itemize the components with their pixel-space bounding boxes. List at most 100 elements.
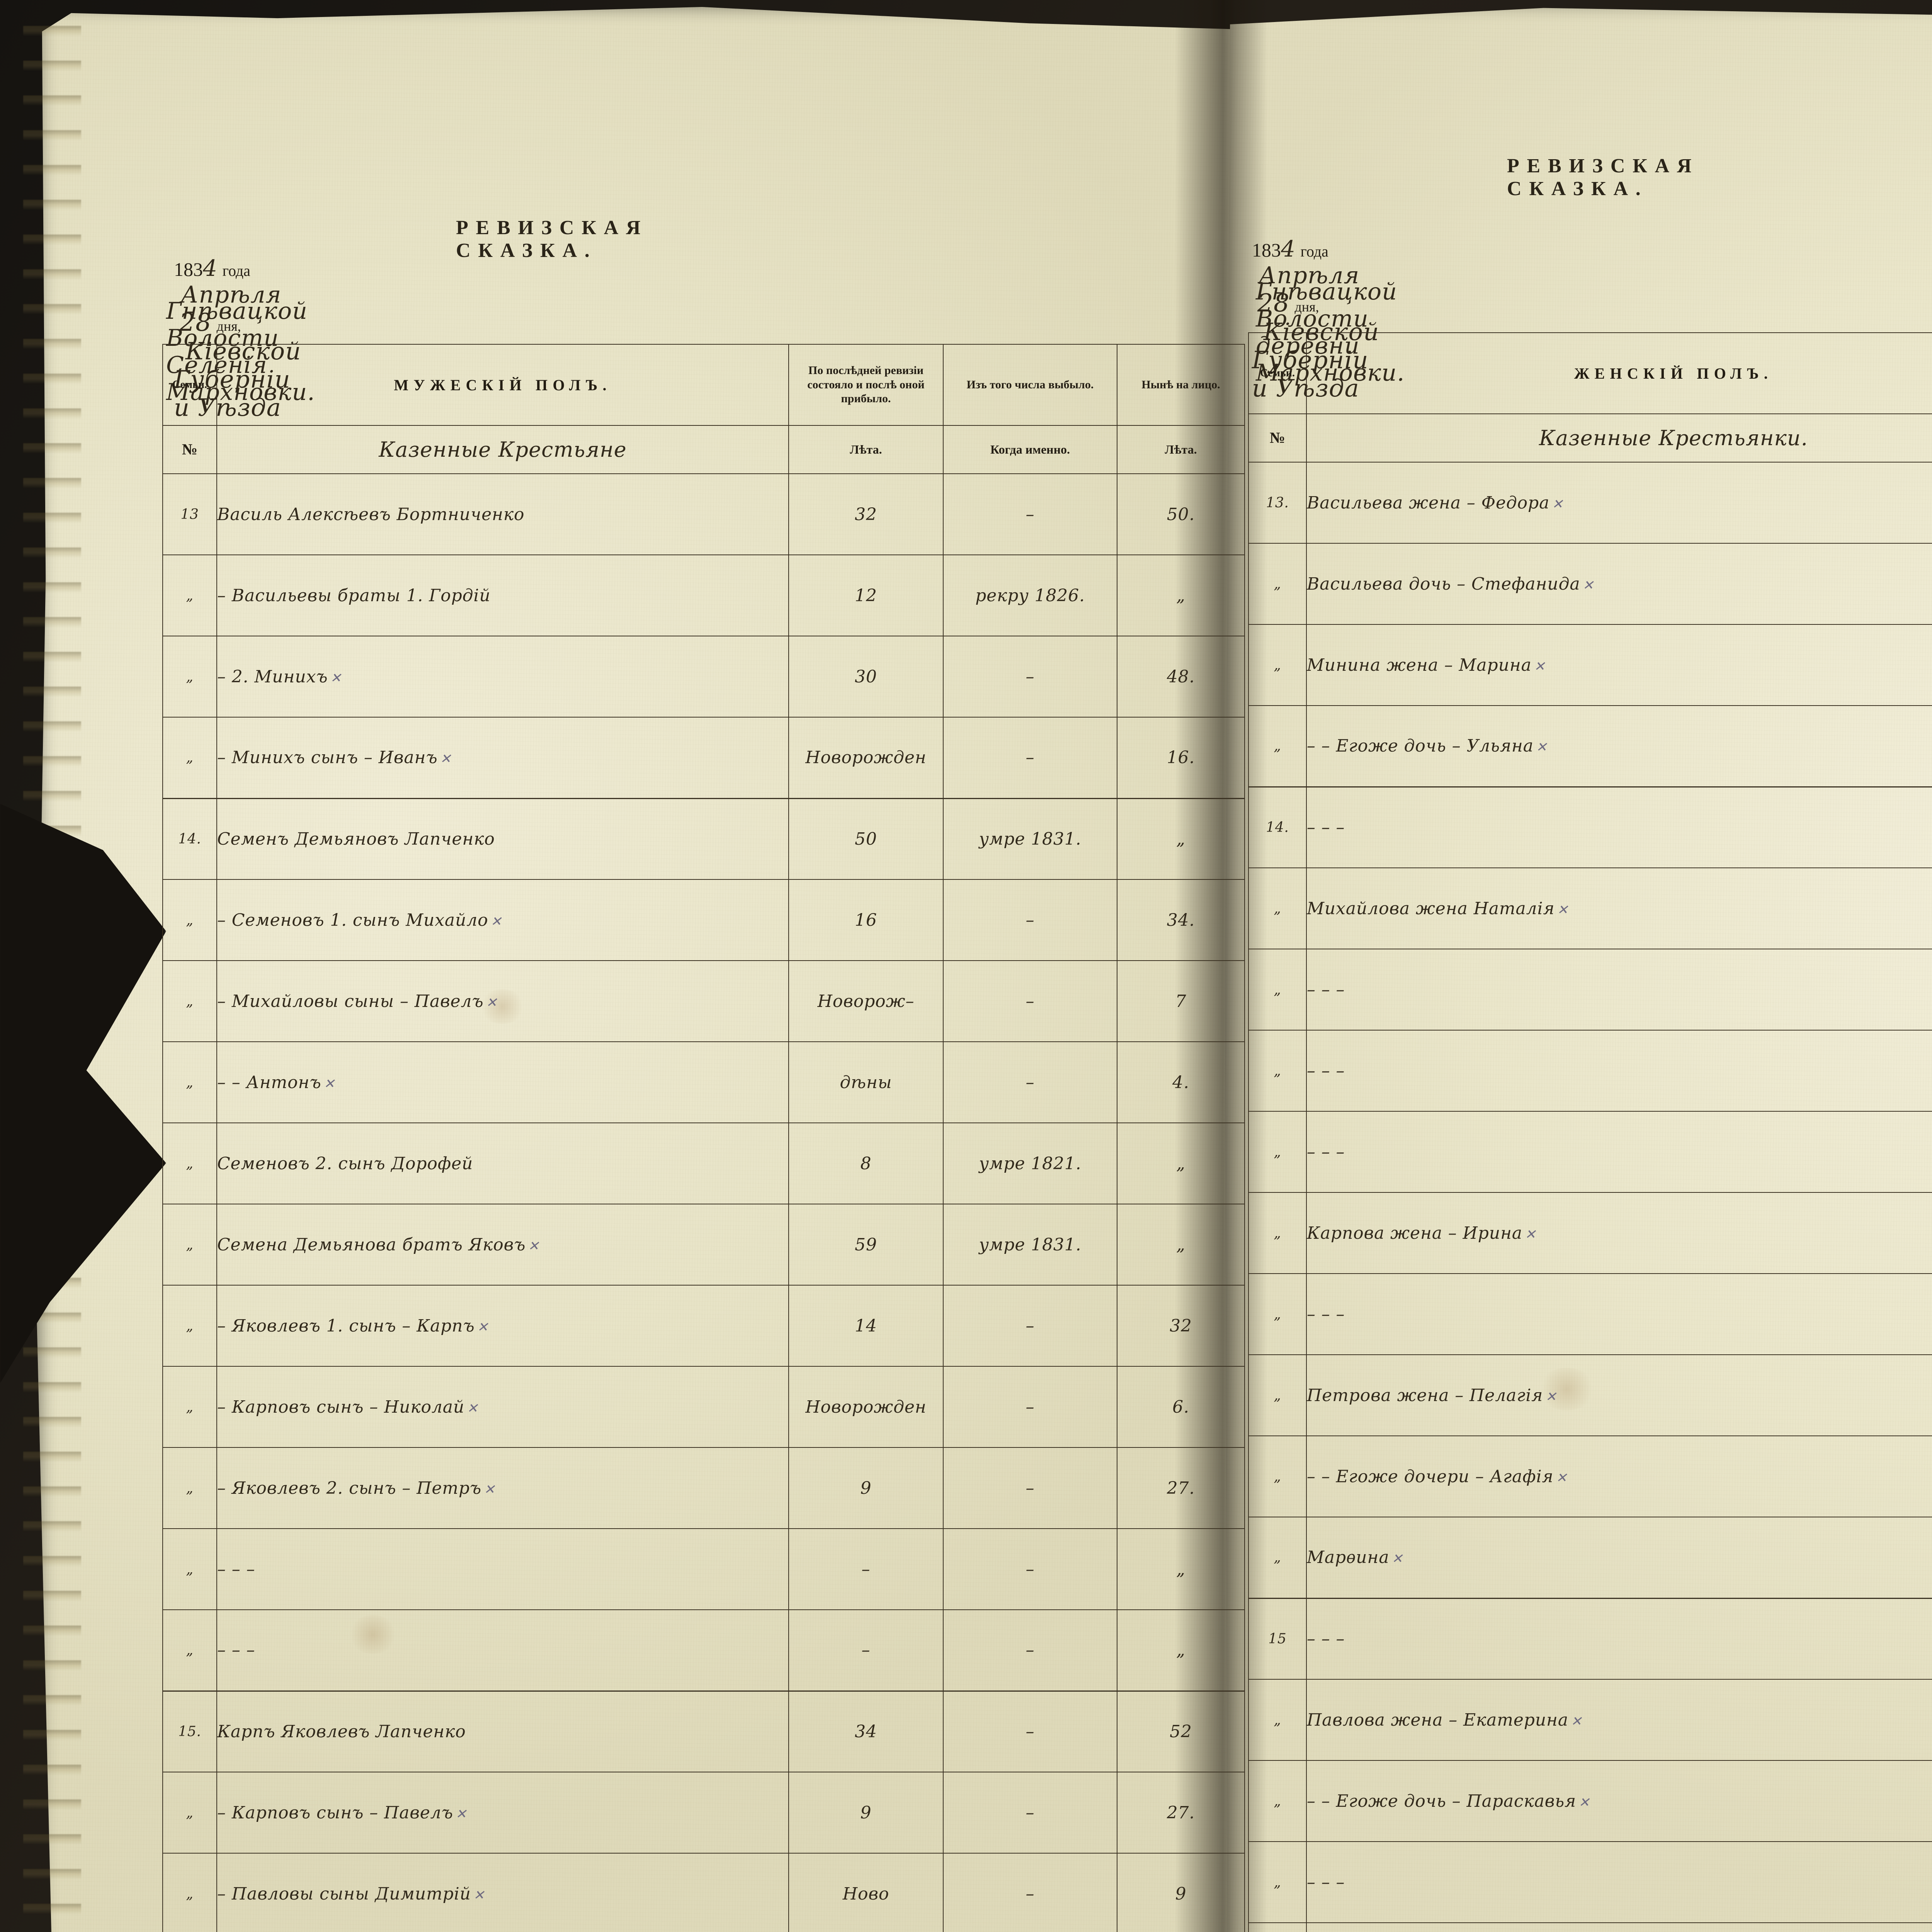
- male-person-name: Семеновъ 2. сынъ Дорофей: [217, 1123, 789, 1204]
- male-person-name: – Карповъ сынъ – Павелъ ✕: [217, 1772, 789, 1853]
- male-departure-note: –: [943, 636, 1117, 717]
- male-person-name: – Павловы сыны Димитрій ✕: [217, 1853, 789, 1932]
- table-row: „Павлова жена – Екатерина✕–25.: [1248, 1679, 1932, 1760]
- male-family-number: „: [163, 1123, 217, 1204]
- female-person-name: Карпова жена – Ирина ✕: [1306, 1192, 1932, 1274]
- male-prev-age: 30: [789, 636, 943, 717]
- male-family-number: „: [163, 1204, 217, 1285]
- table-row: „– – ––„: [1248, 949, 1932, 1030]
- document-scan: 593 6 РЕВИЗСКАЯ СКАЗКА. 1834 года Апрѣля…: [0, 0, 1932, 1932]
- table-row: „– – ––„: [1248, 1030, 1932, 1111]
- male-prev-age: 50: [789, 798, 943, 879]
- subheader-prev-years: Лѣта.: [789, 425, 943, 474]
- tally-cross-icon: ✕: [438, 751, 454, 767]
- table-row: „ – 2. Минихъ ✕ 30–48.: [163, 636, 1245, 717]
- male-prev-age: 59: [789, 1204, 943, 1285]
- right-goda-label: года: [1301, 243, 1328, 260]
- header-prev-revision: По послѣдней ревизіи состояло и послѣ он…: [789, 344, 943, 425]
- male-prev-age: 32: [789, 474, 943, 555]
- subheader-number: №: [163, 425, 217, 474]
- male-current-age: 52: [1117, 1691, 1245, 1772]
- male-person-name: – Семеновъ 1. сынъ Михайло ✕: [217, 879, 789, 961]
- female-person-name: – – –: [1306, 1111, 1932, 1192]
- female-family-number: „: [1248, 1923, 1306, 1932]
- left-year-digit: 4: [203, 255, 218, 281]
- female-person-name: Васильева дочь – Стефанида ✕: [1306, 543, 1932, 624]
- tally-cross-icon: ✕: [1389, 1551, 1405, 1566]
- table-row: „– – Егоже дочери – Агафія✕–4: [1248, 1436, 1932, 1517]
- table-row: 14. Семенъ Демьяновъ Лапченко 50 умре 1831.…: [163, 798, 1245, 879]
- female-person-name: – – –: [1306, 1842, 1932, 1923]
- female-person-name: Марѳина ✕: [1306, 1517, 1932, 1598]
- table-row: „ – Павловы сыны Димитрій ✕ Ново –9: [163, 1853, 1245, 1932]
- right-page-title: РЕВИЗСКАЯ СКАЗКА.: [1507, 155, 1699, 200]
- female-family-number: „: [1248, 1760, 1306, 1842]
- male-person-name: Василь Алексѣевъ Бортниченко: [217, 474, 789, 555]
- male-person-name: – Васильевы браты 1. Гордій: [217, 555, 789, 636]
- table-row: „ – – – – – „: [163, 1529, 1245, 1610]
- male-current-age: 48.: [1117, 636, 1245, 717]
- table-row: „ – Семеновъ 1. сынъ Михайло ✕ 16–34.: [163, 879, 1245, 961]
- table-row: „Карпова жена – Ирина✕–30.: [1248, 1192, 1932, 1274]
- table-row: 14.– – ––„: [1248, 787, 1932, 868]
- male-departure-note: –: [943, 961, 1117, 1042]
- header-present-now: Нынѣ на лицо.: [1117, 344, 1245, 425]
- male-departure-note: умре 1831.: [943, 798, 1117, 879]
- male-departure-note: –: [943, 1042, 1117, 1123]
- tally-cross-icon: ✕: [1522, 1227, 1538, 1242]
- male-current-age: „: [1117, 1529, 1245, 1610]
- male-current-age: 9: [1117, 1853, 1245, 1932]
- tally-cross-icon: ✕: [1568, 1714, 1584, 1729]
- female-person-name: – – –: [1306, 787, 1932, 868]
- male-departure-note: –: [943, 1772, 1117, 1853]
- male-person-name: – – Антонъ ✕: [217, 1042, 789, 1123]
- male-current-age: 6.: [1117, 1366, 1245, 1447]
- subheader-male-class: Казенные Крестьяне: [217, 425, 789, 474]
- male-prev-age: 34: [789, 1691, 943, 1772]
- male-person-name: – Карповъ сынъ – Николай ✕: [217, 1366, 789, 1447]
- female-family-number: „: [1248, 949, 1306, 1030]
- male-prev-age: 16: [789, 879, 943, 961]
- tally-cross-icon: ✕: [488, 914, 504, 929]
- table-row: „– – ––„: [1248, 1923, 1932, 1932]
- header-male-sex: МУЖЕСКІЙ ПОЛЪ.: [217, 344, 789, 425]
- tally-cross-icon: ✕: [475, 1320, 491, 1335]
- male-prev-age: Новорожден: [789, 1366, 943, 1447]
- table-row: „ – Яковлевъ 2. сынъ – Петръ ✕ 9–27.: [163, 1447, 1245, 1529]
- left-year-prefix: 183: [174, 259, 203, 280]
- female-family-number: 13.: [1248, 462, 1306, 543]
- male-table-body: 13 Василь Алексѣевъ Бортниченко 32–50. „ – В…: [163, 474, 1245, 1932]
- male-family-number: „: [163, 717, 217, 798]
- male-departure-note: рекру 1826.: [943, 555, 1117, 636]
- female-family-number: „: [1248, 1192, 1306, 1274]
- left-goda-label: года: [223, 262, 250, 279]
- male-departure-note: –: [943, 717, 1117, 798]
- male-prev-age: 8: [789, 1123, 943, 1204]
- table-row: „ – Карповъ сынъ – Павелъ ✕ 9–27.: [163, 1772, 1245, 1853]
- male-departure-note: –: [943, 1529, 1117, 1610]
- table-row: „– – ––„: [1248, 1111, 1932, 1192]
- male-person-name: Семена Демьянова братъ Яковъ ✕: [217, 1204, 789, 1285]
- male-prev-age: 9: [789, 1447, 943, 1529]
- female-person-name: – – Егоже дочь – Параскавья ✕: [1306, 1760, 1932, 1842]
- male-departure-note: –: [943, 1447, 1117, 1529]
- table-row: 13 Василь Алексѣевъ Бортниченко 32–50.: [163, 474, 1245, 555]
- male-person-name: Семенъ Демьяновъ Лапченко: [217, 798, 789, 879]
- male-current-age: 50.: [1117, 474, 1245, 555]
- table-row: „Васильева дочь – Стефанида✕–12.: [1248, 543, 1932, 624]
- male-current-age: 16.: [1117, 717, 1245, 798]
- male-current-age: 34.: [1117, 879, 1245, 961]
- male-person-name: – – –: [217, 1610, 789, 1691]
- table-row: „ – Яковлевъ 1. сынъ – Карпъ ✕ 14–32: [163, 1285, 1245, 1366]
- female-family-number: „: [1248, 1517, 1306, 1598]
- right-year-digit: 4: [1281, 236, 1296, 262]
- subheader-now-years: Лѣта.: [1117, 425, 1245, 474]
- male-current-age: 27.: [1117, 1772, 1245, 1853]
- female-person-name: – – –: [1306, 1923, 1932, 1932]
- tally-cross-icon: ✕: [464, 1401, 480, 1416]
- male-current-age: 32: [1117, 1285, 1245, 1366]
- male-person-name: – – –: [217, 1529, 789, 1610]
- tally-cross-icon: ✕: [1534, 740, 1549, 755]
- tally-cross-icon: ✕: [321, 1076, 337, 1092]
- female-person-name: – – –: [1306, 949, 1932, 1030]
